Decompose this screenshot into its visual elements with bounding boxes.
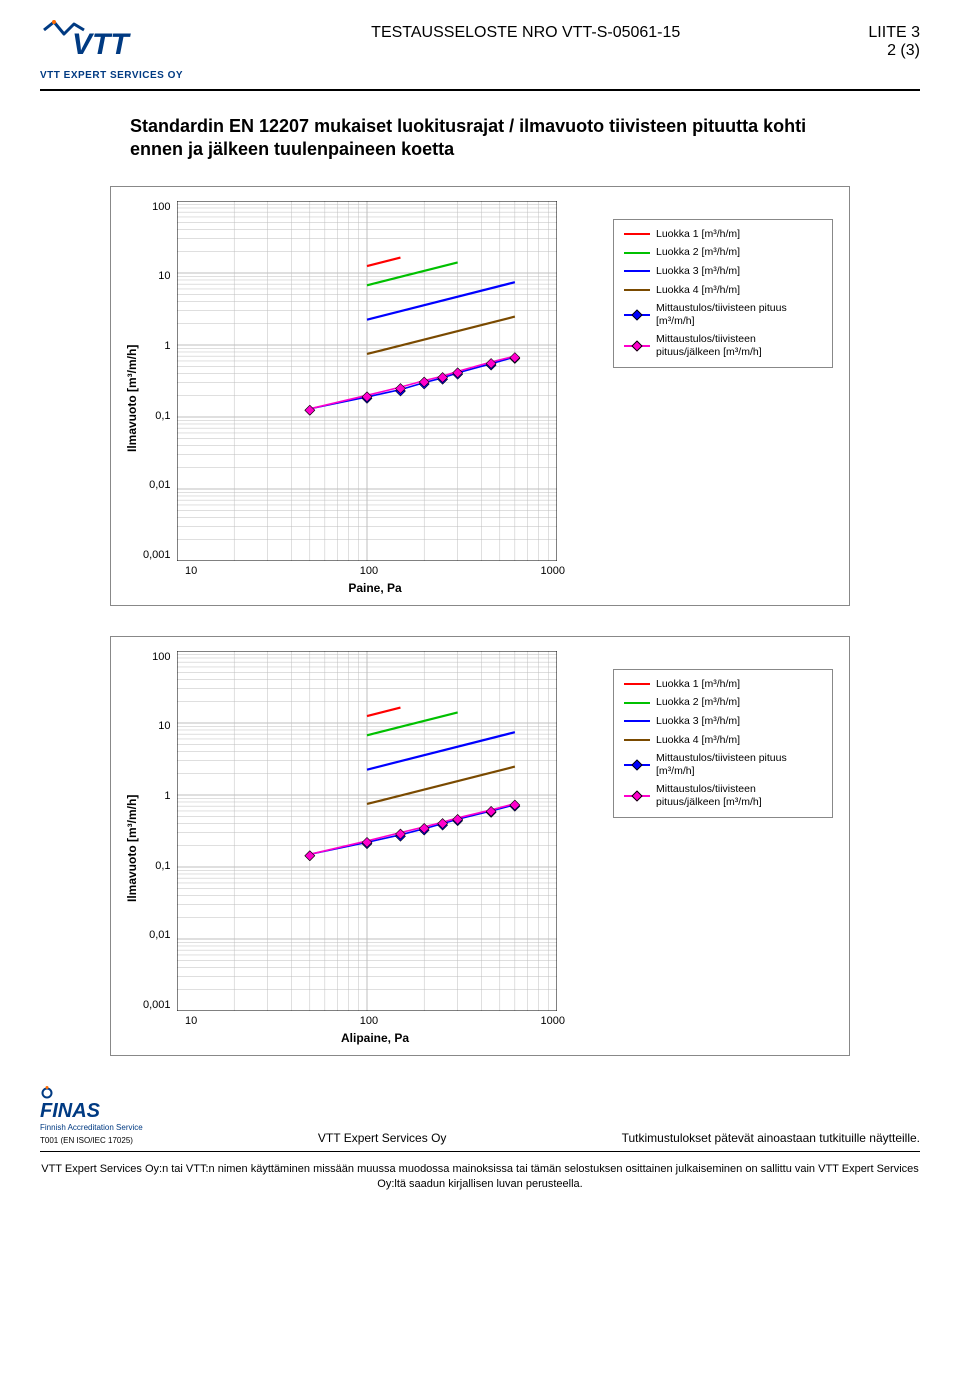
tick-label: 0,1 xyxy=(143,410,171,422)
legend-alipaine: Luokka 1 [m³/h/m] Luokka 2 [m³/h/m] Luokka… xyxy=(613,669,833,818)
legend-label: Mittaustulos/tiivisteen pituus/jälkeen [… xyxy=(656,333,822,358)
x-ticks-1: 10 100 1000 xyxy=(185,565,565,577)
footer-org: VTT Expert Services Oy xyxy=(318,1131,446,1145)
y-ticks-1: 100 10 1 0,1 0,01 0,001 xyxy=(143,201,177,561)
tick-label: 1 xyxy=(143,340,171,352)
tick-label: 10 xyxy=(143,270,171,282)
x-ticks-2: 10 100 1000 xyxy=(185,1015,565,1027)
legend-swatch xyxy=(624,345,650,347)
finas-subtext: Finnish Accreditation Service xyxy=(40,1123,143,1132)
legend-item: Luokka 1 [m³/h/m] xyxy=(624,678,822,691)
legend-item: Luokka 4 [m³/h/m] xyxy=(624,734,822,747)
legend-item: Luokka 2 [m³/h/m] xyxy=(624,696,822,709)
legend-item: Luokka 3 [m³/h/m] xyxy=(624,715,822,728)
chart-alipaine: Luokka 1 [m³/h/m] Luokka 2 [m³/h/m] Luokka… xyxy=(110,636,850,1056)
legend-swatch xyxy=(624,252,650,254)
legend-swatch xyxy=(624,683,650,685)
legend-item: Mittaustulos/tiivisteen pituus [m³/m/h] xyxy=(624,302,822,327)
legend-label: Luokka 1 [m³/h/m] xyxy=(656,678,740,691)
legend-swatch xyxy=(624,795,650,797)
tick-label: 0,1 xyxy=(143,860,171,872)
legend-item: Mittaustulos/tiivisteen pituus [m³/m/h] xyxy=(624,752,822,777)
legend-label: Luokka 3 [m³/h/m] xyxy=(656,715,740,728)
plot-area-paine xyxy=(177,201,557,561)
y-axis-label-1: Ilmavuoto [m³/m/h] xyxy=(121,201,143,595)
legend-item: Mittaustulos/tiivisteen pituus/jälkeen [… xyxy=(624,333,822,358)
legend-swatch xyxy=(624,270,650,272)
header-right: LIITE 3 2 (3) xyxy=(868,24,920,60)
page-header: VTT VTT EXPERT SERVICES OY TESTAUSSELOST… xyxy=(40,20,920,91)
finas-block: FINAS Finnish Accreditation Service T001… xyxy=(40,1086,143,1145)
logo-block: VTT VTT EXPERT SERVICES OY xyxy=(40,20,183,81)
finas-mark-icon xyxy=(40,1086,110,1100)
tick-label: 10 xyxy=(185,565,197,577)
legend-label: Luokka 4 [m³/h/m] xyxy=(656,734,740,747)
appendix-label: LIITE 3 xyxy=(868,24,920,42)
x-axis-label-1: Paine, Pa xyxy=(185,581,565,595)
legend-paine: Luokka 1 [m³/h/m] Luokka 2 [m³/h/m] Luokka… xyxy=(613,219,833,368)
doc-id: TESTAUSSELOSTE NRO VTT-S-05061-15 xyxy=(371,24,680,42)
chart-paine: Luokka 1 [m³/h/m] Luokka 2 [m³/h/m] Luokka… xyxy=(110,186,850,606)
legend-swatch xyxy=(624,289,650,291)
page-footer: FINAS Finnish Accreditation Service T001… xyxy=(40,1086,920,1193)
tick-label: 0,01 xyxy=(143,929,171,941)
legend-label: Luokka 2 [m³/h/m] xyxy=(656,696,740,709)
tick-label: 1000 xyxy=(541,1015,565,1027)
page-number: 2 (3) xyxy=(868,42,920,60)
finas-code: T001 (EN ISO/IEC 17025) xyxy=(40,1136,133,1145)
legend-item: Luokka 2 [m³/h/m] xyxy=(624,246,822,259)
legend-item: Luokka 1 [m³/h/m] xyxy=(624,228,822,241)
legend-label: Luokka 3 [m³/h/m] xyxy=(656,265,740,278)
legend-label: Luokka 4 [m³/h/m] xyxy=(656,284,740,297)
legend-swatch xyxy=(624,739,650,741)
tick-label: 1 xyxy=(143,790,171,802)
legend-item: Mittaustulos/tiivisteen pituus/jälkeen [… xyxy=(624,783,822,808)
tick-label: 0,01 xyxy=(143,479,171,491)
logo-subtitle: VTT EXPERT SERVICES OY xyxy=(40,70,183,81)
vtt-logo-icon: VTT xyxy=(40,20,160,68)
legend-label: Mittaustulos/tiivisteen pituus/jälkeen [… xyxy=(656,783,822,808)
tick-label: 0,001 xyxy=(143,549,171,561)
legend-label: Luokka 1 [m³/h/m] xyxy=(656,228,740,241)
tick-label: 100 xyxy=(360,1015,378,1027)
legend-label: Luokka 2 [m³/h/m] xyxy=(656,246,740,259)
legend-item: Luokka 3 [m³/h/m] xyxy=(624,265,822,278)
y-axis-label-2: Ilmavuoto [m³/m/h] xyxy=(121,651,143,1045)
tick-label: 1000 xyxy=(541,565,565,577)
tick-label: 100 xyxy=(143,651,171,663)
legend-swatch xyxy=(624,233,650,235)
svg-text:VTT: VTT xyxy=(72,28,131,61)
legend-swatch xyxy=(624,764,650,766)
legend-label: Mittaustulos/tiivisteen pituus [m³/m/h] xyxy=(656,752,822,777)
footer-note-bottom: VTT Expert Services Oy:n tai VTT:n nimen… xyxy=(40,1162,920,1193)
page-title: Standardin EN 12207 mukaiset luokitusraj… xyxy=(130,115,850,162)
plot-area-alipaine xyxy=(177,651,557,1011)
tick-label: 10 xyxy=(185,1015,197,1027)
tick-label: 10 xyxy=(143,720,171,732)
tick-label: 100 xyxy=(360,565,378,577)
tick-label: 0,001 xyxy=(143,999,171,1011)
finas-logo-text: FINAS xyxy=(40,1100,100,1123)
legend-label: Mittaustulos/tiivisteen pituus [m³/m/h] xyxy=(656,302,822,327)
legend-swatch xyxy=(624,314,650,316)
footer-note-right: Tutkimustulokset pätevät ainoastaan tutk… xyxy=(622,1131,920,1145)
legend-item: Luokka 4 [m³/h/m] xyxy=(624,284,822,297)
x-axis-label-2: Alipaine, Pa xyxy=(185,1031,565,1045)
y-ticks-2: 100 10 1 0,1 0,01 0,001 xyxy=(143,651,177,1011)
legend-swatch xyxy=(624,702,650,704)
tick-label: 100 xyxy=(143,201,171,213)
legend-swatch xyxy=(624,720,650,722)
